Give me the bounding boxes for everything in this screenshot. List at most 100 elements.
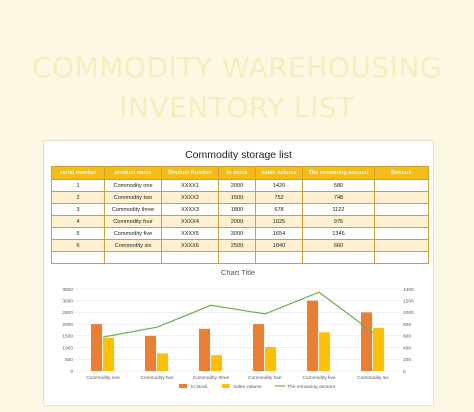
y-right-tick-label: 800 [403,322,411,328]
table-cell[interactable]: 5 [51,227,105,240]
table-cell[interactable]: 1 [51,179,105,192]
line-series [102,291,374,338]
y-left-tick-label: 3500 [62,287,73,293]
table-cell[interactable]: 2500 [218,239,256,252]
table-cell[interactable]: XXXX5 [161,227,219,240]
header-cell[interactable]: The remaining amount [302,166,375,180]
table-cell[interactable] [218,251,256,264]
legend-label: The remaining amount [287,384,336,390]
bar-sales-volume [373,327,384,371]
table-cell[interactable]: 3000 [218,227,256,240]
table-cell[interactable] [255,251,303,264]
table-cell[interactable]: Commodity three [104,203,162,216]
table-row: 3 Commodity three XXXX3 1800 678 1122 [51,203,429,216]
table-cell[interactable] [374,179,429,192]
inventory-table: serial number product name Product Numbe… [51,166,429,264]
table-cell[interactable] [374,227,429,240]
table-cell[interactable]: 1122 [302,203,375,216]
hero-title-line2: INVENTORY LIST [119,91,355,124]
table-cell[interactable]: Commodity four [104,215,162,228]
table-cell[interactable]: Commodity six [104,239,162,252]
table-cell[interactable]: XXXX3 [161,203,219,216]
table-row: 6 Commodity six XXXX6 2500 1840 660 [51,239,429,252]
spreadsheet-card: Commodity storage list serial number pro… [43,140,434,406]
y-left-tick-label: 2500 [62,310,73,316]
table-cell[interactable]: 1800 [218,203,256,216]
table-cell[interactable]: 580 [302,179,375,192]
table-cell[interactable]: 1420 [255,179,303,192]
header-cell[interactable]: serial number [51,166,105,180]
table-cell[interactable]: XXXX6 [161,239,219,252]
table-cell[interactable] [374,215,429,228]
chart-title: Chart Title [221,268,255,277]
table-cell[interactable]: Commodity five [104,227,162,240]
table-row: 5 Commodity five XXXX5 3000 1654 1346 [51,227,429,240]
table-cell[interactable] [302,251,375,264]
bar-in-stock [307,300,318,371]
table-cell[interactable]: 1654 [255,227,303,240]
table-cell[interactable] [374,251,429,264]
table-cell[interactable] [161,251,219,264]
table-cell[interactable]: 6 [51,239,105,252]
table-cell[interactable]: 660 [302,239,375,252]
header-cell[interactable]: Remark [374,166,429,180]
combo-chart: Chart Title 0 500 1000 1500 2000 2500 3000 3500 0… [62,268,414,390]
header-cell[interactable]: Product Number [161,166,219,180]
header-cell[interactable]: In stock [218,166,256,180]
table-cell[interactable] [104,251,162,264]
y-left-tick-label: 1000 [62,345,73,351]
y-right-tick-label: 1000 [403,310,414,316]
table-row: 1 Commodity one XXXX1 2000 1420 580 [51,179,429,192]
bar-in-stock [91,324,102,371]
table-cell[interactable]: XXXX4 [161,215,219,228]
table-cell[interactable] [374,203,429,216]
table-cell[interactable]: 2000 [218,179,256,192]
table-cell[interactable]: 748 [302,191,375,204]
y-left-tick-label: 2000 [62,322,73,328]
table-row [51,251,429,264]
table-cell[interactable]: 2000 [218,215,256,228]
bar-in-stock [199,328,210,371]
table-cell[interactable]: 1840 [255,239,303,252]
table-row: 2 Commodity two XXXX2 1500 752 748 [51,191,429,204]
bar-sales-volume [319,332,330,371]
table-header-row: serial number product name Product Numbe… [51,166,429,180]
header-cell[interactable]: product name [104,166,162,180]
bar-sales-volume [211,355,222,371]
table-cell[interactable]: 1025 [255,215,303,228]
table-cell[interactable]: Commodity two [104,191,162,204]
table-cell[interactable]: XXXX1 [161,179,219,192]
table-cell[interactable] [51,251,105,264]
bar-sales-volume [103,337,114,371]
y-left-tick-label: 500 [65,357,73,363]
table-cell[interactable] [374,239,429,252]
table-cell[interactable]: Commodity one [104,179,162,192]
table-cell[interactable]: 2 [51,191,105,204]
y-right-tick-label: 1200 [403,299,414,305]
table-row: 4 Commodity four XXXX4 2000 1025 975 [51,215,429,228]
table-cell[interactable]: XXXX2 [161,191,219,204]
table-cell[interactable]: 3 [51,203,105,216]
y-left-tick-label: 0 [70,369,73,375]
x-tick-label: Commodity four [248,375,282,381]
table-title: Commodity storage list [185,149,292,161]
bar-in-stock [145,335,156,371]
y-left-tick-label: 1500 [62,334,73,340]
table-cell[interactable]: 975 [302,215,375,228]
x-tick-label: Commodity five [302,375,335,381]
bar-in-stock [361,312,372,371]
table-cell[interactable]: 1346 [302,227,375,240]
x-tick-label: Commodity six [357,375,389,381]
hero-title-line1: COMMODITY WAREHOUSING [31,51,443,84]
y-right-tick-label: 600 [403,334,411,340]
y-right-tick-label: 200 [403,357,411,363]
table-cell[interactable]: 752 [255,191,303,204]
header-cell[interactable]: sales volume [255,166,303,180]
legend-swatch [179,384,187,388]
table-cell[interactable]: 4 [51,215,105,228]
table-cell[interactable]: 1500 [218,191,256,204]
table-cell[interactable] [374,191,429,204]
x-tick-label: Commodity one [86,375,120,381]
y-right-tick-label: 400 [403,345,411,351]
table-cell[interactable]: 678 [255,203,303,216]
